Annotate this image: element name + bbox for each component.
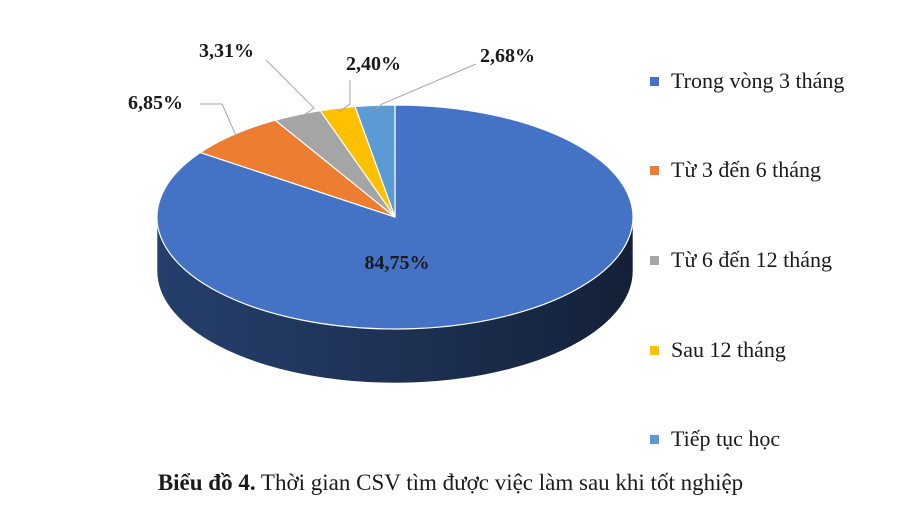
data-label-4: 2,40% xyxy=(346,53,401,75)
legend-item-1: Trong vòng 3 tháng xyxy=(650,66,844,96)
data-label-1: 84,75% xyxy=(365,252,430,274)
legend-label-3: Từ 6 đến 12 tháng xyxy=(671,247,833,272)
legend-label-5: Tiếp tục học xyxy=(671,426,781,451)
legend-label-1: Trong vòng 3 tháng xyxy=(671,68,845,93)
legend-item-4: Sau 12 tháng xyxy=(650,335,786,365)
legend-label-2: Từ 3 đến 6 tháng xyxy=(671,157,822,182)
data-label-5: 2,68% xyxy=(480,45,535,67)
legend-swatch-1 xyxy=(650,76,659,86)
legend-item-3: Từ 6 đến 12 tháng xyxy=(650,245,832,275)
legend-item-5: Tiếp tục học xyxy=(650,424,780,454)
legend-swatch-3 xyxy=(650,255,659,265)
leader-line-5 xyxy=(375,63,477,110)
leader-lines xyxy=(200,59,477,138)
chart-caption: Biểu đồ 4. Thời gian CSV tìm được việc l… xyxy=(0,470,901,496)
caption-text: Thời gian CSV tìm được việc làm sau khi … xyxy=(255,470,744,495)
legend-swatch-4 xyxy=(650,345,659,355)
leader-line-3 xyxy=(265,59,315,119)
data-label-2: 6,85% xyxy=(128,92,183,114)
legend-label-4: Sau 12 tháng xyxy=(671,337,786,362)
leader-line-2 xyxy=(200,103,238,138)
legend-item-2: Từ 3 đến 6 tháng xyxy=(650,155,821,185)
legend-swatch-5 xyxy=(650,434,659,444)
data-label-3: 3,31% xyxy=(199,40,254,62)
legend-swatch-2 xyxy=(650,165,659,175)
leader-line-4 xyxy=(338,80,351,113)
pie-slices xyxy=(156,104,634,330)
slice-5 xyxy=(354,104,396,218)
data-labels: 84,75% 6,85% 3,31% 2,40% 2,68% xyxy=(128,40,535,274)
caption-label: Biểu đồ 4. xyxy=(157,470,256,495)
pie-chart: 84,75% 6,85% 3,31% 2,40% 2,68% xyxy=(128,40,634,384)
